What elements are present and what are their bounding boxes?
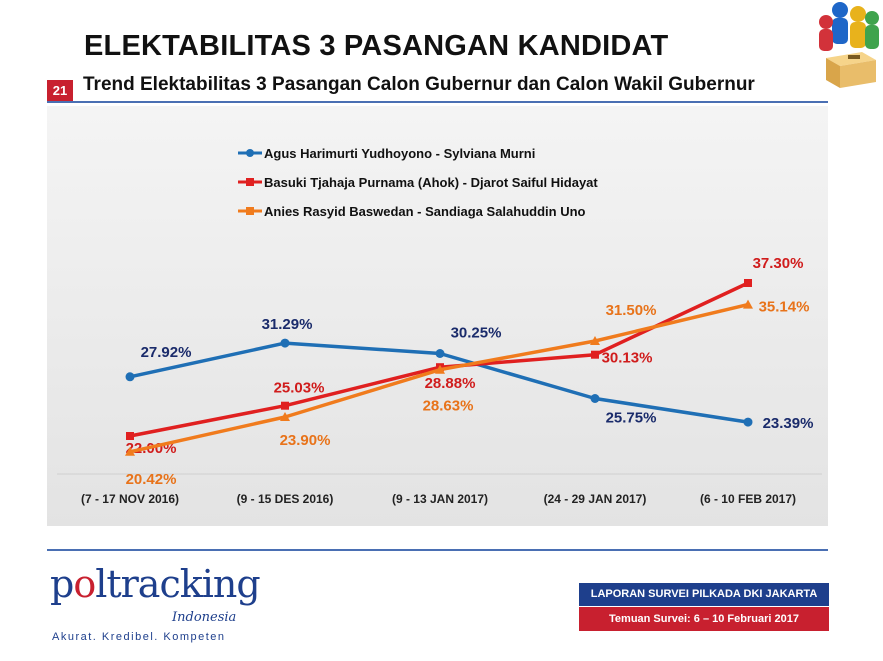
data-label: 30.13% (602, 350, 653, 367)
data-point (125, 446, 135, 456)
legend-label: Agus Harimurti Yudhoyono - Sylviana Murn… (264, 146, 535, 161)
x-tick-label: (9 - 13 JAN 2017) (392, 492, 488, 506)
data-point (280, 338, 290, 348)
x-tick-label: (6 - 10 FEB 2017) (700, 492, 796, 506)
slide-number-badge: 21 (47, 80, 73, 102)
logo-wordmark-rest: ltracking (95, 562, 261, 606)
data-label: 23.39% (763, 415, 814, 432)
chart-panel: (7 - 17 NOV 2016) (9 - 15 DES 2016) (9 - 1… (47, 106, 828, 526)
data-point (590, 394, 600, 403)
data-label: 23.90% (280, 432, 331, 449)
x-tick-label: (24 - 29 JAN 2017) (544, 492, 647, 506)
data-label: 31.50% (606, 302, 657, 319)
x-tick-label: (7 - 17 NOV 2016) (81, 492, 179, 506)
legend-swatch-marker (246, 178, 254, 186)
legend-label: Anies Rasyid Baswedan - Sandiaga Salahud… (264, 204, 586, 219)
data-point (743, 417, 753, 427)
data-label: 27.92% (141, 344, 192, 361)
data-label: 31.29% (262, 316, 313, 333)
voters-ballot-icon (819, 2, 879, 88)
logo-wordmark-prefix: p (50, 562, 74, 606)
survey-dates-box: Temuan Survei: 6 – 10 Februari 2017 (579, 607, 829, 631)
logo-wordmark: poltracking (50, 562, 261, 606)
x-tick-label: (9 - 15 DES 2016) (237, 492, 334, 506)
data-point (435, 349, 445, 358)
data-point (126, 432, 134, 440)
data-label: 20.42% (126, 471, 177, 488)
data-point (281, 401, 289, 410)
data-label: 30.25% (451, 325, 502, 342)
legend-swatch-marker (246, 207, 254, 215)
data-label: 25.03% (274, 380, 325, 397)
data-label: 35.14% (759, 299, 810, 316)
legend-label: Basuki Tjahaja Purnama (Ahok) - Djarot S… (264, 175, 598, 190)
footer-divider (47, 549, 828, 551)
data-label: 25.75% (606, 410, 657, 427)
data-point (125, 372, 135, 382)
logo-wordmark-mark: o (73, 562, 96, 606)
poltracking-logo: poltracking Indonesia Akurat. Kredibel. … (50, 562, 261, 643)
logo-tagline: Akurat. Kredibel. Kompeten (52, 631, 226, 643)
data-point (435, 364, 445, 374)
data-point (744, 279, 752, 287)
data-label: 28.63% (423, 398, 474, 415)
data-point (743, 299, 753, 309)
page-subtitle: Trend Elektabilitas 3 Pasangan Calon Gub… (83, 74, 755, 95)
data-point (591, 350, 599, 359)
data-point (590, 336, 600, 345)
legend-swatch-marker (246, 149, 254, 157)
data-label: 28.88% (425, 375, 476, 392)
data-label: 37.30% (753, 255, 804, 272)
report-title-box: LAPORAN SURVEI PILKADA DKI JAKARTA (579, 583, 829, 606)
data-point (280, 412, 290, 421)
header-divider (47, 101, 828, 103)
logo-subtitle: Indonesia (172, 610, 237, 625)
page-title: ELEKTABILITAS 3 PASANGAN KANDIDAT (84, 30, 669, 62)
line-chart: (7 - 17 NOV 2016) (9 - 15 DES 2016) (9 - 1… (57, 146, 822, 506)
